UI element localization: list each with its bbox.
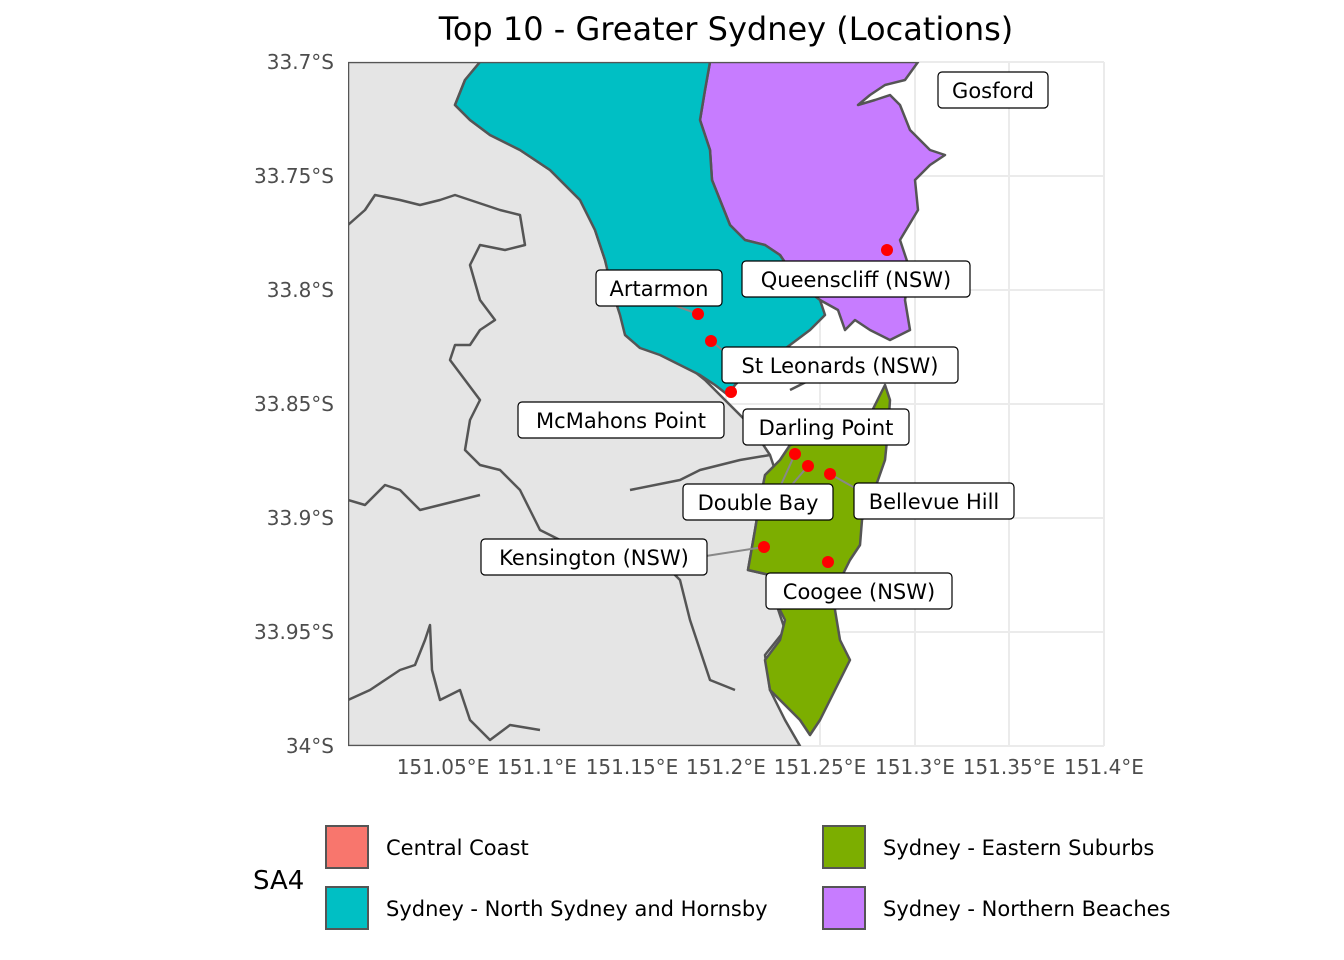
svg-text:Sydney - Northern Beaches: Sydney - Northern Beaches	[883, 897, 1171, 921]
y-tick-label: 33.75°S	[254, 164, 334, 188]
leader-kensington	[705, 546, 765, 557]
point-coogee	[822, 556, 834, 568]
label-queenscliff: Queenscliff (NSW)	[741, 260, 971, 298]
point-double-bay	[802, 460, 814, 472]
label-darling-point: Darling Point	[742, 408, 910, 446]
x-tick-label: 151.2°E	[686, 755, 766, 779]
legend-swatch	[822, 825, 866, 869]
legend-swatch	[822, 886, 866, 930]
point-mcmahons-point	[725, 386, 737, 398]
svg-text:Kensington (NSW): Kensington (NSW)	[499, 546, 689, 570]
label-artarmon: Artarmon	[595, 269, 723, 307]
y-tick-label: 33.8°S	[267, 278, 334, 302]
svg-text:McMahons Point: McMahons Point	[536, 409, 706, 433]
svg-text:Sydney - Eastern Suburbs: Sydney - Eastern Suburbs	[883, 836, 1154, 860]
y-axis: 33.7°S 33.75°S 33.8°S 33.85°S 33.9°S 33.…	[254, 50, 334, 758]
y-tick-label: 33.7°S	[267, 50, 334, 74]
label-double-bay: Double Bay	[682, 483, 834, 521]
svg-text:Sydney - North Sydney and Horn: Sydney - North Sydney and Hornsby	[386, 897, 768, 921]
x-tick-label: 151.25°E	[774, 755, 867, 779]
point-bellevue-hill	[824, 468, 836, 480]
y-tick-label: 34°S	[286, 734, 334, 758]
svg-text:Central Coast: Central Coast	[386, 836, 529, 860]
location-points	[692, 244, 893, 568]
legend-title: SA4	[253, 866, 304, 896]
legend-item-northern-beaches: Sydney - Northern Beaches	[822, 886, 1171, 930]
map-title: Top 10 - Greater Sydney (Locations)	[438, 10, 1014, 48]
svg-text:St Leonards (NSW): St Leonards (NSW)	[742, 354, 939, 378]
x-tick-label: 151.35°E	[963, 755, 1056, 779]
label-mcmahons-point: McMahons Point	[517, 401, 725, 439]
svg-text:Coogee (NSW): Coogee (NSW)	[783, 580, 935, 604]
x-tick-label: 151.4°E	[1064, 755, 1144, 779]
x-tick-label: 151.3°E	[875, 755, 955, 779]
legend-item-central-coast: Central Coast	[325, 825, 529, 869]
y-tick-label: 33.95°S	[254, 620, 334, 644]
y-tick-label: 33.9°S	[267, 506, 334, 530]
location-labels: Gosford Queenscliff (NSW) Artarmon St Le…	[480, 71, 1049, 610]
legend-item-north-sydney-hornsby: Sydney - North Sydney and Hornsby	[325, 886, 768, 930]
point-st-leonards	[705, 335, 717, 347]
legend-swatch	[325, 825, 369, 869]
label-st-leonards: St Leonards (NSW)	[721, 346, 959, 384]
label-gosford: Gosford	[937, 71, 1049, 109]
svg-text:Bellevue Hill: Bellevue Hill	[869, 490, 1000, 514]
region-north-sydney-hornsby	[453, 62, 827, 397]
legend: SA4 Central Coast Sydney - North Sydney …	[253, 825, 1171, 930]
svg-text:Darling Point: Darling Point	[759, 416, 894, 440]
x-axis: 151.05°E 151.1°E 151.15°E 151.2°E 151.25…	[397, 755, 1144, 779]
x-tick-label: 151.15°E	[586, 755, 679, 779]
x-tick-label: 151.05°E	[397, 755, 490, 779]
svg-text:Artarmon: Artarmon	[610, 277, 709, 301]
svg-text:Double Bay: Double Bay	[698, 491, 819, 515]
leader-double-bay	[779, 453, 796, 488]
legend-item-eastern-suburbs: Sydney - Eastern Suburbs	[822, 825, 1154, 869]
label-coogee: Coogee (NSW)	[765, 572, 953, 610]
point-kensington	[758, 541, 770, 553]
label-bellevue-hill: Bellevue Hill	[853, 482, 1015, 520]
point-darling-point	[789, 448, 801, 460]
point-queenscliff	[881, 244, 893, 256]
x-tick-label: 151.1°E	[497, 755, 577, 779]
legend-swatch	[325, 886, 369, 930]
point-artarmon	[692, 308, 704, 320]
svg-text:Gosford: Gosford	[952, 79, 1034, 103]
svg-text:Queenscliff (NSW): Queenscliff (NSW)	[761, 268, 951, 292]
label-kensington: Kensington (NSW)	[480, 538, 708, 576]
y-tick-label: 33.85°S	[254, 392, 334, 416]
